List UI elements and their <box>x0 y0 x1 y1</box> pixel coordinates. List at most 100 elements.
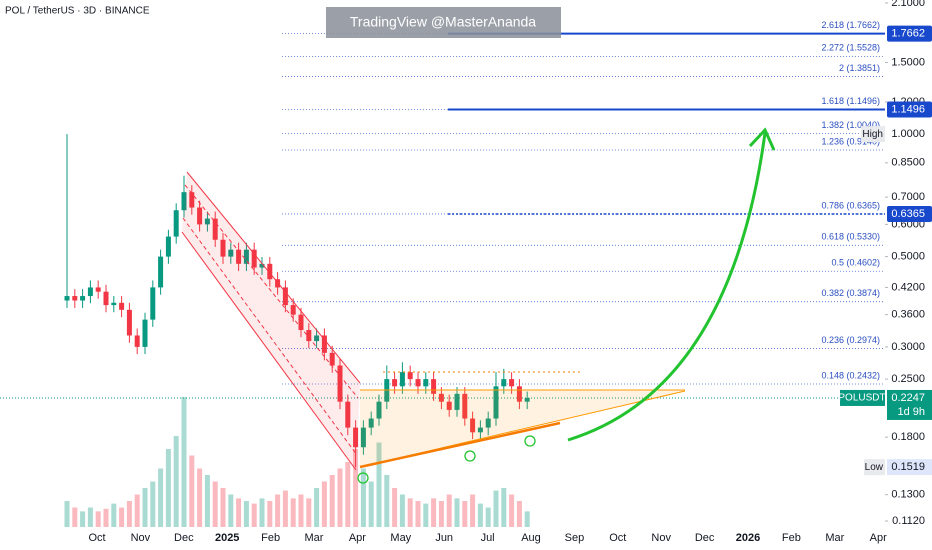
channel-dash <box>184 184 359 399</box>
x-tick-label: Feb <box>261 532 280 544</box>
candle-body <box>493 386 499 419</box>
volume-bar <box>181 397 187 527</box>
volume-bar <box>321 481 327 527</box>
fib-label: 0.5 (0.4602) <box>831 258 880 268</box>
volume-bar <box>345 462 351 527</box>
y-tick-label: 0.3000 <box>891 341 925 353</box>
candle-body <box>197 207 203 225</box>
volume-bar <box>298 494 304 527</box>
volume-bar <box>134 494 140 527</box>
volume-bar <box>353 449 359 527</box>
candle-body <box>72 296 78 301</box>
candle-body <box>407 372 413 380</box>
volume-bar <box>95 511 101 527</box>
channel-fill <box>182 172 360 470</box>
candle-body <box>228 249 234 257</box>
candle-body <box>337 365 343 402</box>
candle-body <box>329 352 335 366</box>
y-tick-label: 2.1000 <box>891 0 925 9</box>
y-tick-label: 0.1800 <box>891 431 925 443</box>
volume-bar <box>423 503 429 527</box>
volume-bar <box>142 488 148 527</box>
volume-bar <box>282 490 288 527</box>
fib-label: 0.382 (0.3874) <box>821 288 880 298</box>
candle-body <box>423 379 429 387</box>
volume-bar <box>368 481 374 527</box>
x-tick-label: Mar <box>825 532 844 544</box>
volume-bar <box>228 494 234 527</box>
candle-body <box>345 401 351 428</box>
channel-line <box>181 231 357 471</box>
candle-body <box>392 379 398 387</box>
target-label: 1.7662 <box>891 27 925 39</box>
channel-line <box>186 171 361 384</box>
volume-bar <box>376 442 382 527</box>
volume-bar <box>360 468 366 527</box>
x-tick-label: Dec <box>174 532 194 544</box>
x-tick-label: Sep <box>565 532 585 544</box>
x-tick-label: Nov <box>131 532 151 544</box>
candle-body <box>321 335 327 353</box>
x-tick-label: Mar <box>305 532 324 544</box>
x-tick-label: May <box>390 532 411 544</box>
candle-body <box>111 302 117 306</box>
low-name: Low <box>865 462 884 473</box>
volume-bar <box>509 494 515 527</box>
candle-body <box>306 330 312 342</box>
volume-bar <box>306 498 312 527</box>
volume-bar <box>392 488 398 527</box>
price-axis: 2.10001.50001.20000.85000.70000.60000.50… <box>88 0 932 550</box>
candle-body <box>267 263 273 280</box>
target-label: 0.6365 <box>891 208 925 220</box>
volume-bar <box>220 488 226 527</box>
y-tick-label: 0.4200 <box>891 281 925 293</box>
fib-label: 0.236 (0.2974) <box>821 335 880 345</box>
volume-bar <box>454 498 460 527</box>
candle-body <box>298 314 304 331</box>
volume-bar <box>173 436 179 527</box>
x-tick-label: 2025 <box>215 532 239 544</box>
y-tick-label: 0.8500 <box>891 157 925 169</box>
channel-dash <box>182 217 358 456</box>
candle-body <box>220 239 226 257</box>
chart-title: POL / TetherUS · 3D · BINANCE <box>5 6 150 17</box>
candle-body <box>477 427 483 433</box>
candle-body <box>314 335 320 342</box>
candle-body <box>126 309 132 336</box>
volume-bar <box>470 494 476 527</box>
fib-label: 2.272 (1.5528) <box>821 43 880 53</box>
fib-label: 0.148 (0.2432) <box>821 370 880 380</box>
volume-bar <box>259 498 265 527</box>
last-price-box <box>887 389 932 420</box>
y-tick-label: 0.7000 <box>891 191 925 203</box>
candle-body <box>204 218 210 225</box>
candle-body <box>376 401 382 419</box>
low-name-box <box>864 459 885 476</box>
fib-label: 1.618 (1.1496) <box>821 96 880 106</box>
low-value: 0.1519 <box>891 461 925 473</box>
target-box <box>887 101 932 118</box>
fib-label: 1.236 (0.9140) <box>821 136 880 146</box>
watermark-box <box>326 7 561 38</box>
volume-bar <box>524 511 530 527</box>
candle-body <box>509 379 515 387</box>
support-line <box>359 421 561 469</box>
target-box <box>887 205 932 222</box>
volume-bar <box>80 511 86 527</box>
candle-body <box>353 427 359 448</box>
x-tick-label: Apr <box>870 532 887 544</box>
candle-body <box>142 319 148 347</box>
symbol-box <box>840 389 885 406</box>
candle-body <box>259 263 265 268</box>
volume-bar <box>165 449 171 527</box>
last-price: 0.2247 <box>891 392 925 404</box>
y-tick-label: 0.3600 <box>891 309 925 321</box>
x-tick-label: Feb <box>782 532 801 544</box>
high-name: High <box>862 129 883 140</box>
volume-bar <box>150 481 156 527</box>
candle-body <box>524 397 530 402</box>
x-tick-label: Apr <box>349 532 366 544</box>
x-tick-label: Oct <box>609 532 626 544</box>
volume-bar <box>72 507 78 527</box>
signal-icon <box>464 450 476 462</box>
